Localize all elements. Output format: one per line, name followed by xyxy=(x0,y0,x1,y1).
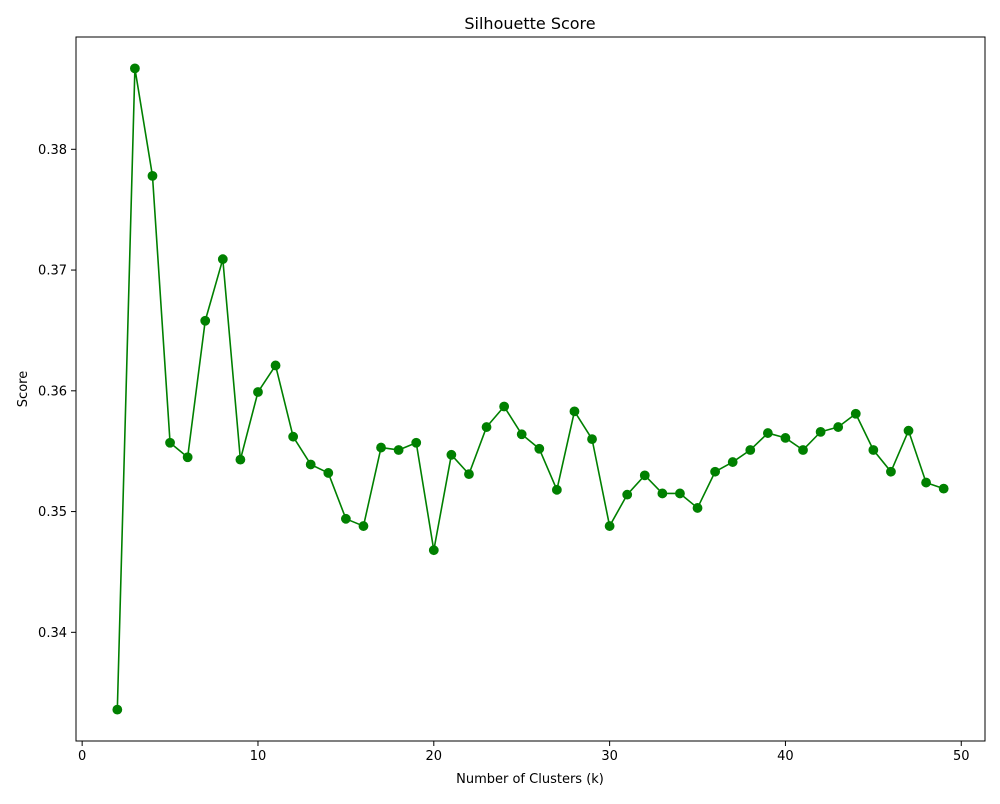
x-tick-label: 0 xyxy=(78,749,86,764)
data-point xyxy=(165,437,175,448)
data-point xyxy=(235,454,246,465)
data-point xyxy=(569,406,580,417)
data-point xyxy=(534,443,545,454)
data-point xyxy=(692,503,703,513)
data-point xyxy=(604,521,615,531)
data-point xyxy=(850,408,861,419)
data-point xyxy=(182,452,193,463)
plot-frame xyxy=(75,36,986,742)
data-point xyxy=(200,315,211,326)
data-point xyxy=(323,468,334,478)
data-point xyxy=(886,466,896,477)
x-tick-label: 50 xyxy=(953,749,970,764)
data-point xyxy=(921,477,931,488)
data-point xyxy=(622,489,633,500)
y-tick-label: 0.35 xyxy=(38,505,67,520)
y-tick-label: 0.36 xyxy=(38,384,67,399)
data-point xyxy=(639,470,650,481)
data-point xyxy=(358,521,369,531)
data-point xyxy=(481,422,492,432)
x-axis-ticks: 0 10 20 30 40 50 xyxy=(78,741,970,764)
data-point xyxy=(833,422,844,432)
data-point xyxy=(130,63,140,74)
data-point xyxy=(675,488,685,499)
data-point xyxy=(288,431,299,442)
data-point xyxy=(587,434,597,445)
data-point xyxy=(762,428,773,438)
data-point xyxy=(147,170,158,181)
data-point xyxy=(815,426,826,437)
data-point xyxy=(393,445,404,455)
data-point xyxy=(727,457,738,467)
data-point xyxy=(112,704,123,715)
data-point xyxy=(780,433,791,443)
data-point xyxy=(376,442,386,453)
x-axis-label: Number of Clusters (k) xyxy=(456,772,604,787)
y-tick-label: 0.34 xyxy=(38,626,67,641)
x-tick-label: 20 xyxy=(426,749,443,764)
data-point xyxy=(710,466,721,477)
data-point xyxy=(464,469,474,480)
data-point xyxy=(798,445,808,455)
x-tick-label: 40 xyxy=(777,749,794,764)
data-point xyxy=(499,401,510,412)
data-point xyxy=(745,445,756,455)
data-point xyxy=(938,483,949,494)
data-point xyxy=(446,449,457,460)
plot-area xyxy=(76,37,985,741)
data-point xyxy=(270,360,281,371)
data-point xyxy=(657,488,668,499)
chart-title: Silhouette Score xyxy=(464,14,595,33)
y-tick-label: 0.38 xyxy=(38,143,67,158)
y-tick-label: 0.37 xyxy=(38,264,67,279)
data-point xyxy=(253,387,263,397)
x-tick-label: 10 xyxy=(250,749,267,764)
y-axis-ticks: 0.34 0.35 0.36 0.37 0.38 xyxy=(38,143,76,641)
data-point xyxy=(551,484,562,495)
x-tick-label: 30 xyxy=(601,749,618,764)
series-layer xyxy=(112,63,949,715)
y-axis-label: Score xyxy=(16,371,31,407)
data-point xyxy=(340,513,351,524)
data-point xyxy=(305,459,316,470)
data-point xyxy=(868,445,879,455)
data-point xyxy=(411,437,422,448)
data-point xyxy=(903,425,914,436)
data-point xyxy=(428,545,439,556)
data-point xyxy=(217,254,228,265)
data-point xyxy=(516,429,527,440)
